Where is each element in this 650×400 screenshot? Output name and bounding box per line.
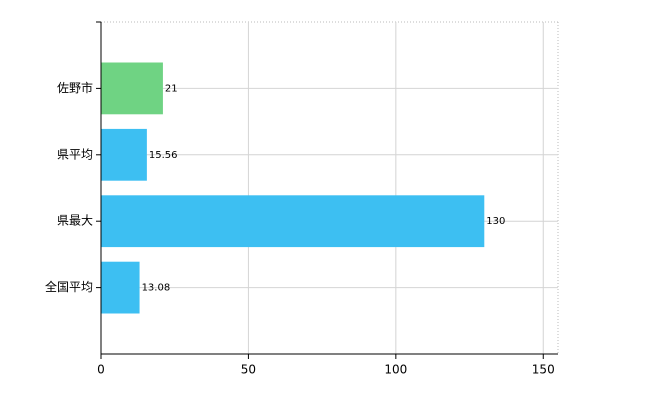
y-tick-label: 県最大 bbox=[57, 214, 93, 228]
x-tick-label: 0 bbox=[97, 363, 105, 377]
value-label: 130 bbox=[486, 216, 505, 227]
bar bbox=[101, 261, 140, 314]
y-tick-label: 佐野市 bbox=[57, 80, 93, 95]
y-tick-label: 全国平均 bbox=[45, 279, 93, 294]
value-label: 13.08 bbox=[142, 283, 171, 294]
bar bbox=[101, 195, 485, 248]
y-tick-label: 県平均 bbox=[57, 147, 93, 161]
value-label: 15.56 bbox=[149, 150, 178, 161]
x-tick-label: 150 bbox=[532, 363, 555, 377]
value-label: 21 bbox=[165, 83, 178, 94]
x-tick-label: 50 bbox=[241, 363, 256, 377]
bar bbox=[101, 128, 147, 181]
bar bbox=[101, 62, 163, 115]
x-tick-label: 100 bbox=[384, 363, 407, 377]
